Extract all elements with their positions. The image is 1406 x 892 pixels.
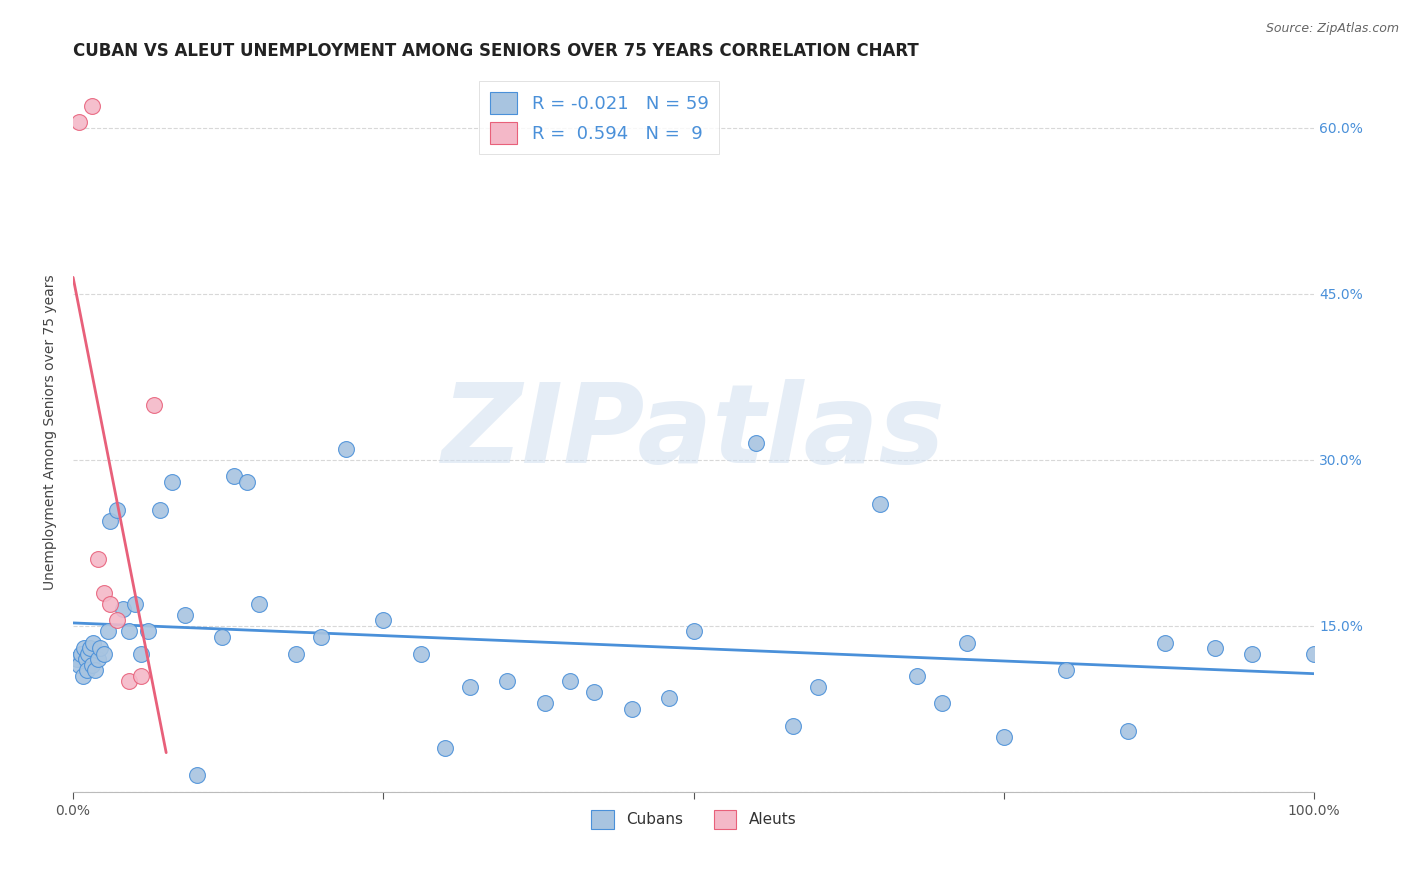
Point xyxy=(236,475,259,489)
Point xyxy=(956,635,979,649)
Point xyxy=(69,647,91,661)
Point xyxy=(105,502,128,516)
Point xyxy=(658,690,681,705)
Point xyxy=(1116,724,1139,739)
Point xyxy=(807,680,830,694)
Point xyxy=(75,652,97,666)
Point xyxy=(247,597,270,611)
Point xyxy=(744,436,766,450)
Point xyxy=(76,663,98,677)
Point xyxy=(1154,635,1177,649)
Legend: Cubans, Aleuts: Cubans, Aleuts xyxy=(585,804,803,835)
Point xyxy=(558,674,581,689)
Point xyxy=(373,613,395,627)
Point xyxy=(67,115,90,129)
Point xyxy=(98,514,121,528)
Point xyxy=(82,635,104,649)
Point xyxy=(89,641,111,656)
Y-axis label: Unemployment Among Seniors over 75 years: Unemployment Among Seniors over 75 years xyxy=(44,275,58,590)
Point xyxy=(93,585,115,599)
Point xyxy=(224,469,246,483)
Point xyxy=(682,624,704,639)
Point xyxy=(118,624,141,639)
Point xyxy=(72,669,94,683)
Point xyxy=(285,647,308,661)
Point xyxy=(93,647,115,661)
Point xyxy=(186,768,208,782)
Point xyxy=(136,624,159,639)
Point xyxy=(67,657,90,672)
Point xyxy=(409,647,432,661)
Point xyxy=(131,669,153,683)
Point xyxy=(173,607,195,622)
Point xyxy=(87,552,110,566)
Point xyxy=(142,397,165,411)
Point xyxy=(211,630,233,644)
Point xyxy=(73,641,96,656)
Point xyxy=(84,663,107,677)
Point xyxy=(97,624,120,639)
Point xyxy=(66,652,89,666)
Point xyxy=(149,502,172,516)
Point xyxy=(931,697,953,711)
Text: ZIPatlas: ZIPatlas xyxy=(441,379,945,485)
Point xyxy=(905,669,928,683)
Point xyxy=(111,602,134,616)
Point xyxy=(434,740,457,755)
Point xyxy=(533,697,555,711)
Point xyxy=(993,730,1015,744)
Point xyxy=(98,597,121,611)
Point xyxy=(496,674,519,689)
Point xyxy=(1241,647,1264,661)
Text: Source: ZipAtlas.com: Source: ZipAtlas.com xyxy=(1265,22,1399,36)
Point xyxy=(162,475,184,489)
Text: CUBAN VS ALEUT UNEMPLOYMENT AMONG SENIORS OVER 75 YEARS CORRELATION CHART: CUBAN VS ALEUT UNEMPLOYMENT AMONG SENIOR… xyxy=(73,42,920,60)
Point xyxy=(80,657,103,672)
Point xyxy=(782,718,804,732)
Point xyxy=(311,630,333,644)
Point xyxy=(458,680,481,694)
Point xyxy=(118,674,141,689)
Point xyxy=(1054,663,1077,677)
Point xyxy=(583,685,606,699)
Point xyxy=(335,442,357,456)
Point xyxy=(124,597,146,611)
Point xyxy=(87,652,110,666)
Point xyxy=(105,613,128,627)
Point xyxy=(79,641,101,656)
Point xyxy=(131,647,153,661)
Point xyxy=(77,647,100,661)
Point xyxy=(620,702,643,716)
Point xyxy=(1204,641,1226,656)
Point xyxy=(1303,647,1326,661)
Point xyxy=(80,98,103,112)
Point xyxy=(869,497,891,511)
